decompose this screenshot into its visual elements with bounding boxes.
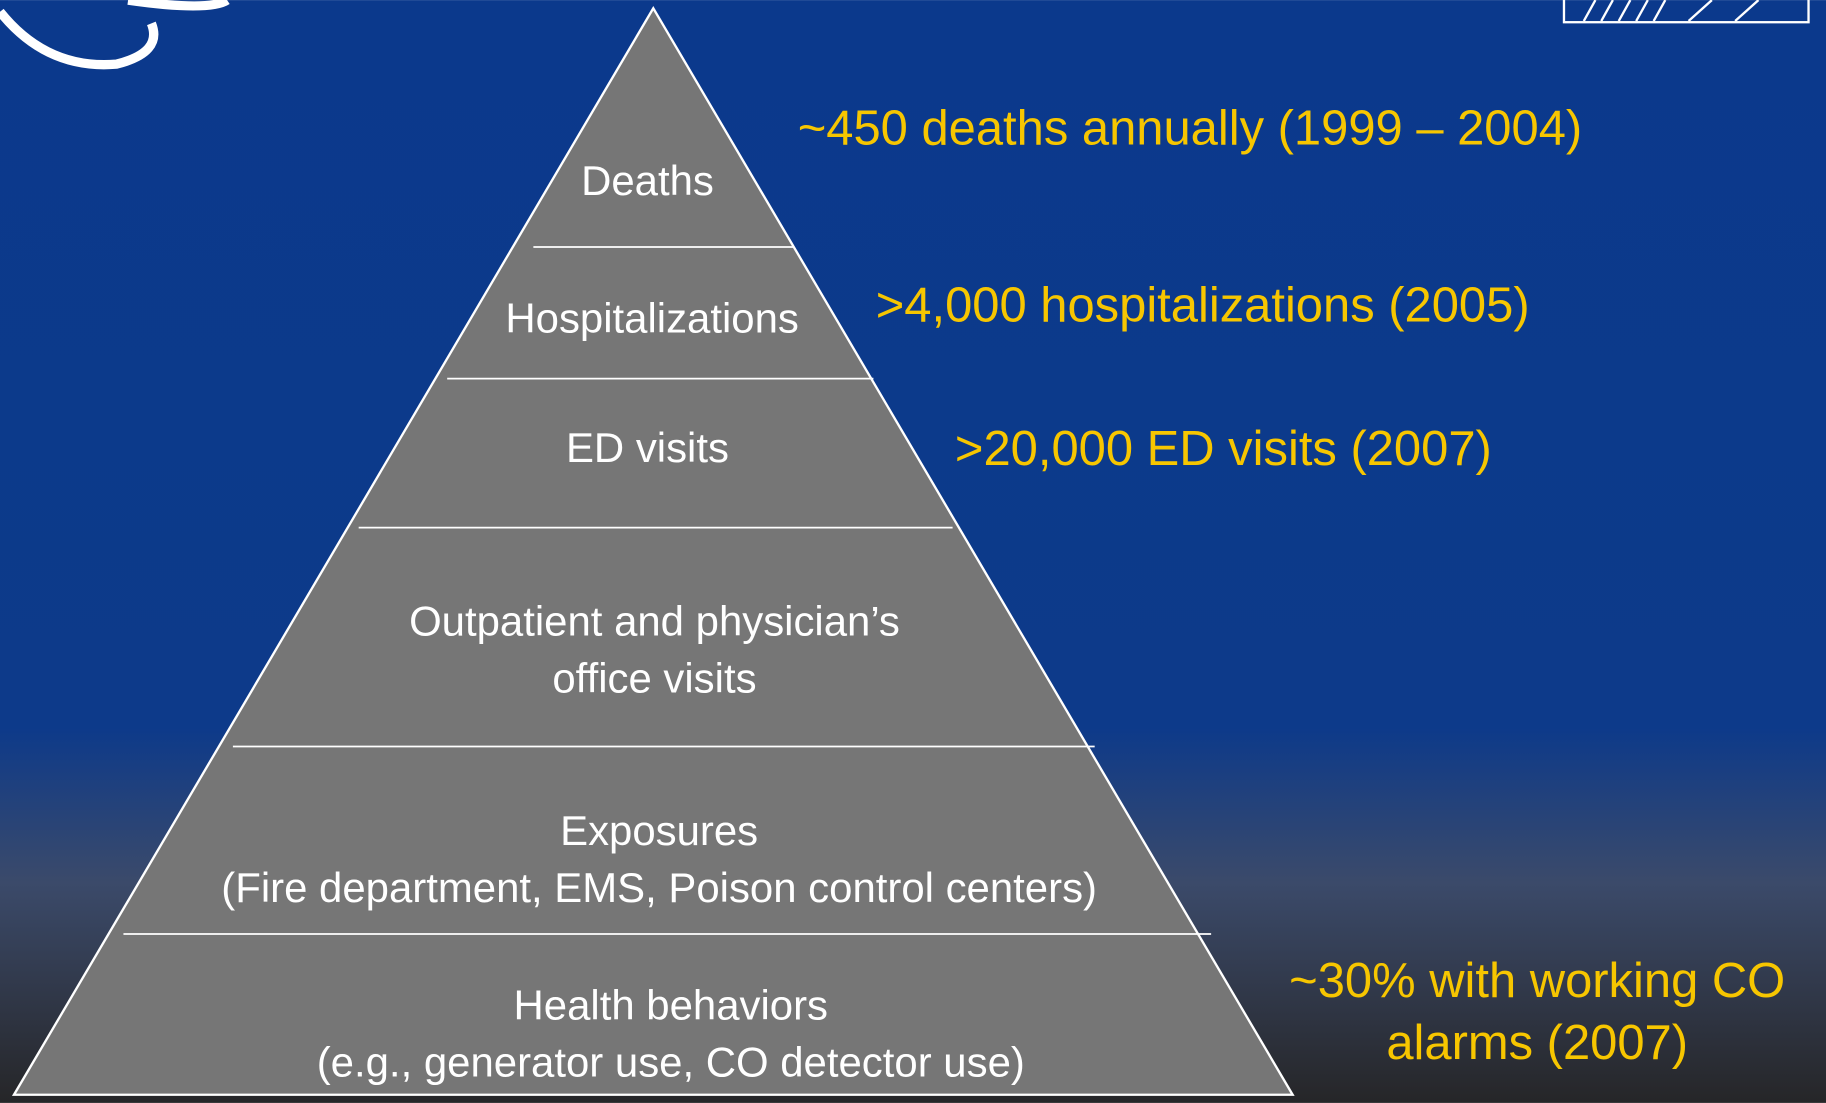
pyramid xyxy=(11,5,1295,1096)
level-label: Hospitalizations xyxy=(505,295,798,342)
hhs-logo xyxy=(0,0,230,70)
cdc-logo xyxy=(1562,0,1810,24)
level-label: ED visits xyxy=(566,424,729,471)
level-label: (Fire department, EMS, Poison control ce… xyxy=(221,864,1097,911)
level-label: Health behaviors xyxy=(514,982,828,1029)
level-label: Outpatient and physician’s xyxy=(409,597,900,644)
annotation: >20,000 ED visits (2007) xyxy=(955,422,1492,476)
annotation: ~450 deaths annually (1999 – 2004) xyxy=(798,102,1582,156)
level-label: office visits xyxy=(552,654,756,701)
level-label: Exposures xyxy=(560,807,758,854)
annotation: ~30% with working CO xyxy=(1289,954,1785,1008)
annotation: >4,000 hospitalizations (2005) xyxy=(876,279,1530,333)
level-label: (e.g., generator use, CO detector use) xyxy=(317,1039,1025,1086)
dividers xyxy=(123,246,1212,935)
level-label: Deaths xyxy=(581,157,714,204)
annotation: alarms (2007) xyxy=(1386,1016,1688,1070)
